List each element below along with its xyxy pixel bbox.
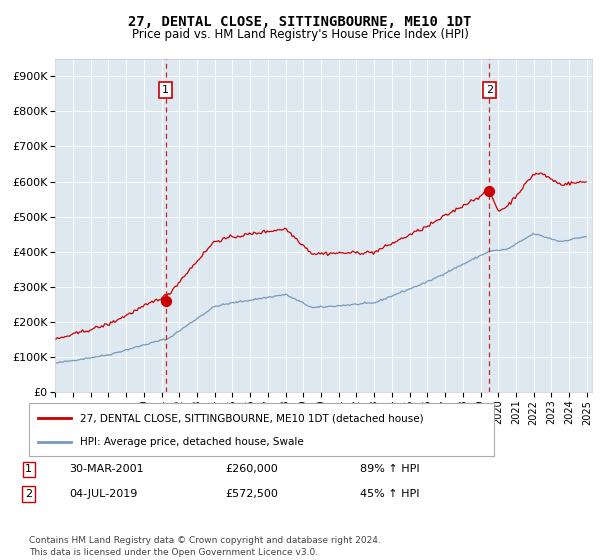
- Text: 27, DENTAL CLOSE, SITTINGBOURNE, ME10 1DT: 27, DENTAL CLOSE, SITTINGBOURNE, ME10 1D…: [128, 15, 472, 29]
- Point: [161, 296, 170, 305]
- Text: 1: 1: [25, 464, 32, 474]
- Point: [485, 186, 494, 195]
- Text: £572,500: £572,500: [225, 489, 278, 499]
- Text: 27, DENTAL CLOSE, SITTINGBOURNE, ME10 1DT (detached house): 27, DENTAL CLOSE, SITTINGBOURNE, ME10 1D…: [80, 413, 424, 423]
- Text: 89% ↑ HPI: 89% ↑ HPI: [360, 464, 419, 474]
- Text: 1: 1: [162, 85, 169, 95]
- Text: 30-MAR-2001: 30-MAR-2001: [69, 464, 143, 474]
- Text: 2: 2: [25, 489, 32, 499]
- Text: 04-JUL-2019: 04-JUL-2019: [69, 489, 137, 499]
- Text: £260,000: £260,000: [225, 464, 278, 474]
- Text: HPI: Average price, detached house, Swale: HPI: Average price, detached house, Swal…: [80, 436, 304, 446]
- Text: 2: 2: [486, 85, 493, 95]
- Text: 45% ↑ HPI: 45% ↑ HPI: [360, 489, 419, 499]
- FancyBboxPatch shape: [29, 403, 494, 456]
- Text: Contains HM Land Registry data © Crown copyright and database right 2024.
This d: Contains HM Land Registry data © Crown c…: [29, 536, 380, 557]
- Text: Price paid vs. HM Land Registry's House Price Index (HPI): Price paid vs. HM Land Registry's House …: [131, 28, 469, 41]
